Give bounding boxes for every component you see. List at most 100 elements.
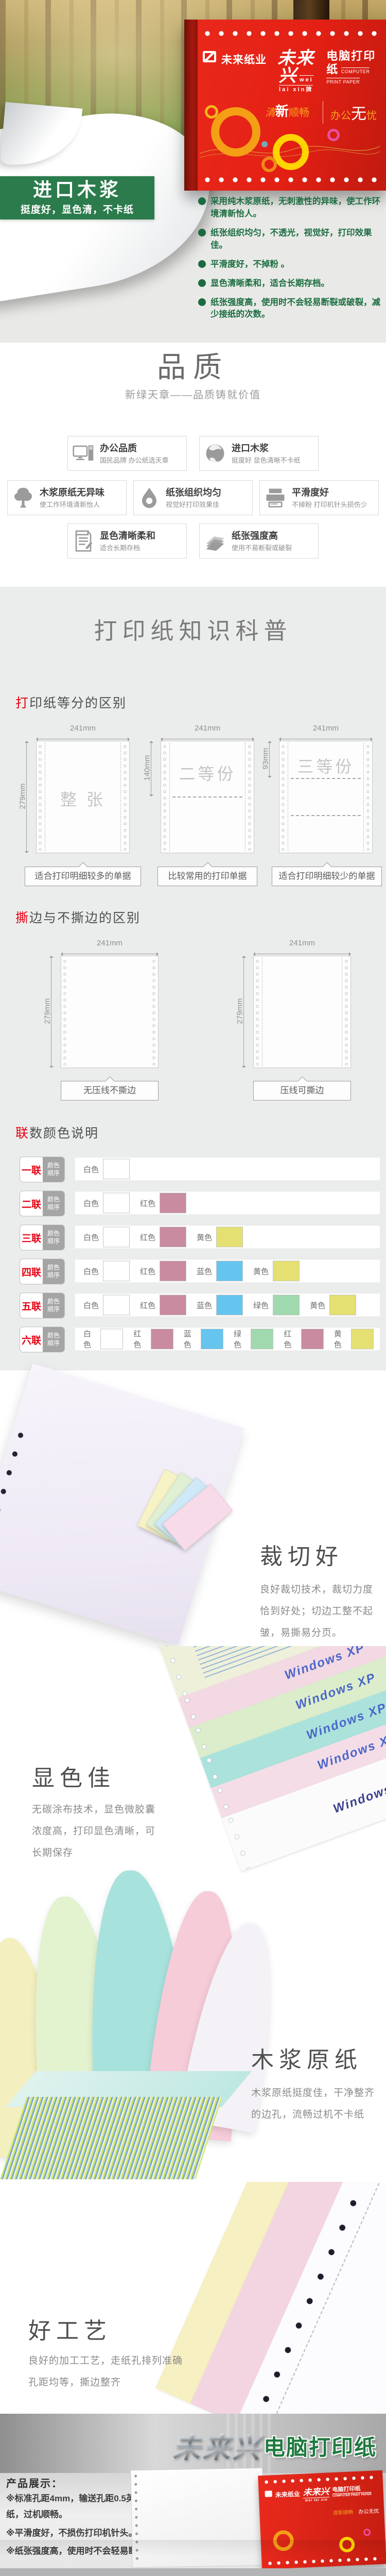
color-swatch <box>273 1295 300 1315</box>
height-dimension: 93mm <box>261 741 275 778</box>
box-slogan: 清新顺畅 办公无忧 <box>265 101 377 124</box>
color-display-photo: Windows 打印机测试页 Windows XP Windows XP Win… <box>131 1646 386 1875</box>
box-company-name: 未来纸业 <box>275 2490 301 2499</box>
decor-circle-pink <box>363 2528 371 2536</box>
tear-subheading: 撕边与不撕边的区别 <box>15 911 141 925</box>
bullet-text: 平滑度好，不掉粉 。 <box>210 259 290 269</box>
list-item: 纸张强度高，使用时不会轻易断裂或破裂，减少接纸的次数。 <box>198 297 382 321</box>
swatch-label: 白色 <box>83 1267 99 1276</box>
tear-line-left <box>169 743 170 851</box>
swatch-label: 黄色 <box>334 1330 342 1349</box>
ply-badge: 五联 颜色 顺序 <box>20 1293 65 1318</box>
quality-card: 进口木浆 挺度好 显色清晰不卡纸 <box>199 436 319 471</box>
diagram-caption: 适合打印明细较少的单据 <box>272 862 382 886</box>
stack-side-stripes <box>0 2097 222 2179</box>
ply-count-label: 五联 <box>21 1301 41 1312</box>
perforation-holes-right <box>151 958 157 1065</box>
split-line <box>172 796 242 798</box>
feature-title: 好工艺 <box>28 2318 112 2344</box>
ply-row-5: 五联 颜色 顺序 白色 红色 蓝色 绿色 黄色 <box>20 1293 380 1318</box>
banner-sheen <box>226 2414 273 2473</box>
banner-product-name: 电脑打印纸 <box>264 2435 377 2460</box>
decor-circle-orange <box>211 107 260 157</box>
swatch-label: 白色 <box>83 1301 99 1310</box>
printer-icon <box>264 485 287 510</box>
perforation-holes-left <box>280 743 286 851</box>
split-line <box>291 815 361 816</box>
ply-row-2: 二联 颜色 顺序 白色 红色 <box>20 1191 380 1216</box>
width-dimension: 241mm <box>279 724 373 744</box>
tear-line-right <box>120 743 121 851</box>
swatch-label: 白色 <box>83 1330 92 1349</box>
height-dimension: 279mm <box>236 956 249 1068</box>
punched-holes-column <box>193 1724 211 1757</box>
swatch-label: 红色 <box>133 1330 142 1349</box>
swatch-label: 白色 <box>83 1199 99 1208</box>
globe-icon <box>204 441 226 466</box>
brand-logo-icon <box>203 51 216 62</box>
decor-circle-orange-2 <box>261 157 277 172</box>
perforation-holes-left <box>62 958 68 1065</box>
bullet-dot-icon <box>198 298 206 306</box>
product-box-photo: 未来纸业 未来兴 wei lai xin牌 电脑打印纸 COMPUTER PRI… <box>184 20 386 191</box>
display-title: 产品展示： <box>6 2478 63 2489</box>
bullet-dot-icon <box>198 260 206 268</box>
list-item: 平滑度好，不掉粉 。 <box>198 259 382 271</box>
box-perforation-dots-top <box>203 30 380 37</box>
card-desc: 使工作环境清新怡人 <box>40 501 100 509</box>
swatch-label: 白色 <box>83 1233 99 1242</box>
width-dimension: 241mm <box>61 939 159 959</box>
quality-card: 办公品质 国民品牌 办公纸选天章 <box>67 436 187 471</box>
card-desc: 视觉好打印效果佳 <box>166 501 220 509</box>
color-swatch <box>251 1329 274 1349</box>
ply-order-label: 颜色 顺序 <box>43 1225 64 1250</box>
width-dimension: 241mm <box>36 724 130 744</box>
perforation-holes-right <box>365 743 371 851</box>
ply-count-label: 二联 <box>21 1199 41 1210</box>
brand-banner: 未来兴 电脑打印纸 <box>0 2414 386 2473</box>
paper-diagram-full-sheet: 整 张 <box>36 741 130 853</box>
color-swatch <box>160 1295 187 1315</box>
quality-section-title: 品质 <box>157 351 229 383</box>
bullet-dot-icon <box>198 279 206 287</box>
color-swatch <box>100 1329 124 1349</box>
diagram-caption: 压线可撕边 <box>253 1076 351 1100</box>
color-swatch <box>350 1329 374 1349</box>
color-swatch <box>103 1295 130 1315</box>
box-company-name: 未来纸业 <box>221 54 267 66</box>
ply-badge: 三联 颜色 顺序 <box>20 1225 65 1250</box>
split-subheading: 打印纸等分的区别 <box>15 696 127 710</box>
ply-order-label: 颜色 顺序 <box>43 1191 64 1216</box>
height-dimension: 279mm <box>19 741 32 853</box>
perforation-holes-left <box>38 743 43 851</box>
box-slogan-left: 清新顺畅 <box>332 2510 354 2517</box>
box-product-block: 电脑打印纸 COMPUTER PRINT PAPER <box>326 49 381 86</box>
punched-holes-column <box>0 1429 26 1581</box>
box-slogan-right: 办公无忧 <box>358 2509 379 2515</box>
swatch-label: 红色 <box>140 1301 156 1310</box>
bottom-strip <box>0 2568 386 2576</box>
ply-order-label: 颜色 顺序 <box>43 1259 64 1284</box>
card-desc: 使用不易断裂或破裂 <box>232 544 292 552</box>
paper-diagram-third-sheet: 三等份 <box>279 741 373 853</box>
droplet-icon <box>138 485 161 510</box>
box-slogan: 清新顺畅 办公无忧 <box>332 2506 379 2516</box>
box-brand-row: 未来纸业 未来兴 wei lai xin牌 电脑打印纸 COMPUTER PRI… <box>203 49 381 94</box>
color-swatch <box>160 1227 187 1247</box>
paper-stack-icon <box>204 529 226 553</box>
ply-color-strip: 白色 <box>75 1158 380 1180</box>
swatch-label: 红色 <box>140 1199 156 1208</box>
sheet-label: 三等份 <box>297 757 355 776</box>
perforation-holes-left <box>162 743 168 851</box>
ply-color-strip: 白色 红色 蓝色 绿色 黄色 <box>75 1294 380 1316</box>
quality-card: 平滑度好 不掉粉 打印机针头损伤少 <box>259 480 379 515</box>
ply-count-label: 三联 <box>21 1233 41 1244</box>
quality-card: 显色清晰柔和 适合长期存档 <box>67 523 187 558</box>
ply-badge: 二联 颜色 顺序 <box>20 1191 65 1216</box>
box-brand-row: 未来纸业 未来兴 wei lai xin 电脑打印纸 COMPUTER PRINT … <box>265 2485 380 2504</box>
split-line <box>291 778 361 779</box>
feature-title: 木浆原纸 <box>251 2047 362 2073</box>
ply-row-1: 一联 颜色 顺序 白色 <box>20 1157 380 1182</box>
box-slogan-left: 清新顺畅 <box>265 104 309 119</box>
sheet-corner-closeup <box>155 2182 386 2414</box>
